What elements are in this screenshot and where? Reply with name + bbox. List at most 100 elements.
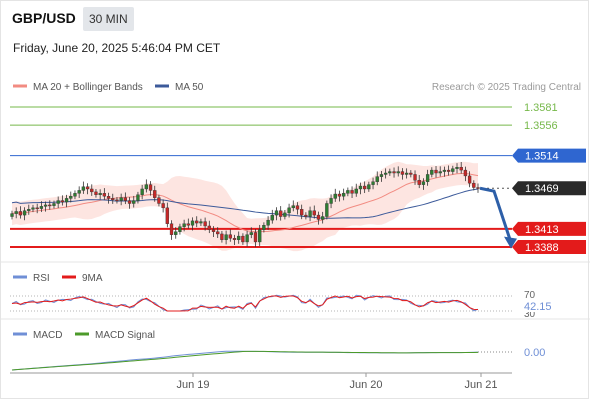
level-label: 1.3581	[524, 102, 558, 114]
rsi-70-label: 70	[524, 290, 536, 301]
ma20-legend-label: MA 20 + Bollinger Bands	[33, 82, 143, 93]
symbol-title: GBP/USD	[12, 10, 76, 26]
candle	[312, 205, 316, 219]
level-labels: 1.3581 1.3556 1.3514 1.3469 1.3413 1.3388	[512, 102, 586, 254]
candle	[31, 204, 35, 213]
candle	[459, 161, 463, 174]
candle	[186, 218, 190, 229]
candle	[241, 233, 245, 245]
candle	[211, 226, 216, 237]
candle	[409, 170, 413, 178]
candle	[333, 188, 337, 202]
candles	[10, 161, 480, 248]
candle	[375, 171, 379, 186]
candle	[199, 218, 203, 226]
research-credit: Research © 2025 Trading Central	[432, 82, 581, 93]
candle	[383, 168, 388, 179]
level-label: 1.3556	[524, 120, 558, 132]
candle	[451, 165, 455, 175]
rsi-ma9-line	[11, 295, 479, 312]
candle	[325, 200, 329, 220]
bollinger-band-fill	[12, 161, 478, 252]
candle	[392, 167, 396, 178]
candle	[266, 216, 270, 230]
candle	[85, 183, 90, 195]
level-label: 1.3469	[525, 183, 559, 195]
candle	[94, 188, 98, 198]
candle	[27, 204, 31, 215]
candle	[321, 211, 325, 224]
candle	[174, 227, 178, 239]
candle	[472, 180, 476, 191]
candle	[308, 206, 312, 222]
x-axis-ticks: Jun 19 Jun 20 Jun 21	[176, 373, 498, 391]
candle	[148, 181, 153, 196]
candle	[115, 196, 119, 204]
candle	[48, 200, 52, 210]
ma20-line	[11, 172, 479, 233]
datetime-label: Friday, June 20, 2025 5:46:04 PM CET	[13, 41, 221, 55]
candle	[35, 203, 39, 214]
rsi-legend-label: RSI	[33, 273, 50, 284]
candle	[279, 206, 283, 221]
forecast-arrow	[479, 186, 517, 249]
candle	[81, 181, 86, 194]
candle	[64, 194, 69, 208]
candle	[237, 231, 241, 244]
candle	[262, 222, 266, 233]
macd-signal-line	[11, 350, 479, 371]
candle	[14, 207, 18, 219]
candle	[245, 230, 249, 247]
forecast-path	[479, 186, 513, 244]
candle	[367, 181, 371, 192]
candle	[220, 231, 224, 243]
candle	[350, 186, 354, 198]
candle	[446, 165, 451, 176]
candle	[358, 182, 363, 195]
candle	[56, 196, 60, 209]
candle	[258, 224, 262, 246]
candle	[73, 190, 77, 200]
candle	[90, 184, 94, 196]
candle	[132, 195, 136, 208]
candle	[69, 191, 73, 203]
candle	[18, 206, 23, 219]
candle	[224, 230, 228, 245]
candle	[60, 195, 65, 206]
forecast-arrowhead	[504, 236, 517, 249]
candle	[216, 227, 220, 239]
candle	[119, 193, 123, 206]
candle	[127, 197, 132, 209]
moving-averages	[11, 172, 479, 233]
candle	[463, 166, 468, 182]
candle	[388, 168, 392, 176]
bollinger-bands	[12, 161, 478, 252]
macd-zero-label: 0.00	[524, 347, 545, 359]
candle	[400, 168, 405, 180]
candle	[291, 200, 295, 212]
candle	[207, 220, 211, 234]
x-tick-label: Jun 20	[349, 379, 382, 391]
candle	[182, 219, 186, 232]
macd-legend-label: MACD	[33, 330, 62, 341]
candle	[396, 166, 400, 177]
candle	[270, 209, 274, 224]
level-tag-last	[512, 181, 586, 196]
candle	[354, 183, 358, 197]
candle	[232, 234, 237, 245]
ma50-legend-label: MA 50	[175, 82, 204, 93]
candle	[249, 227, 253, 239]
ma9-legend-label: 9MA	[82, 273, 103, 284]
candle	[195, 216, 199, 228]
candle	[329, 194, 333, 209]
candle	[476, 183, 480, 193]
rsi-lines	[11, 294, 479, 312]
candle	[144, 179, 148, 193]
candle	[316, 211, 321, 225]
level-tag-support	[512, 221, 586, 236]
candle	[169, 220, 174, 240]
timeframe-badge[interactable]: 30 MIN	[83, 7, 134, 31]
candle	[106, 192, 111, 204]
candle	[404, 168, 409, 179]
